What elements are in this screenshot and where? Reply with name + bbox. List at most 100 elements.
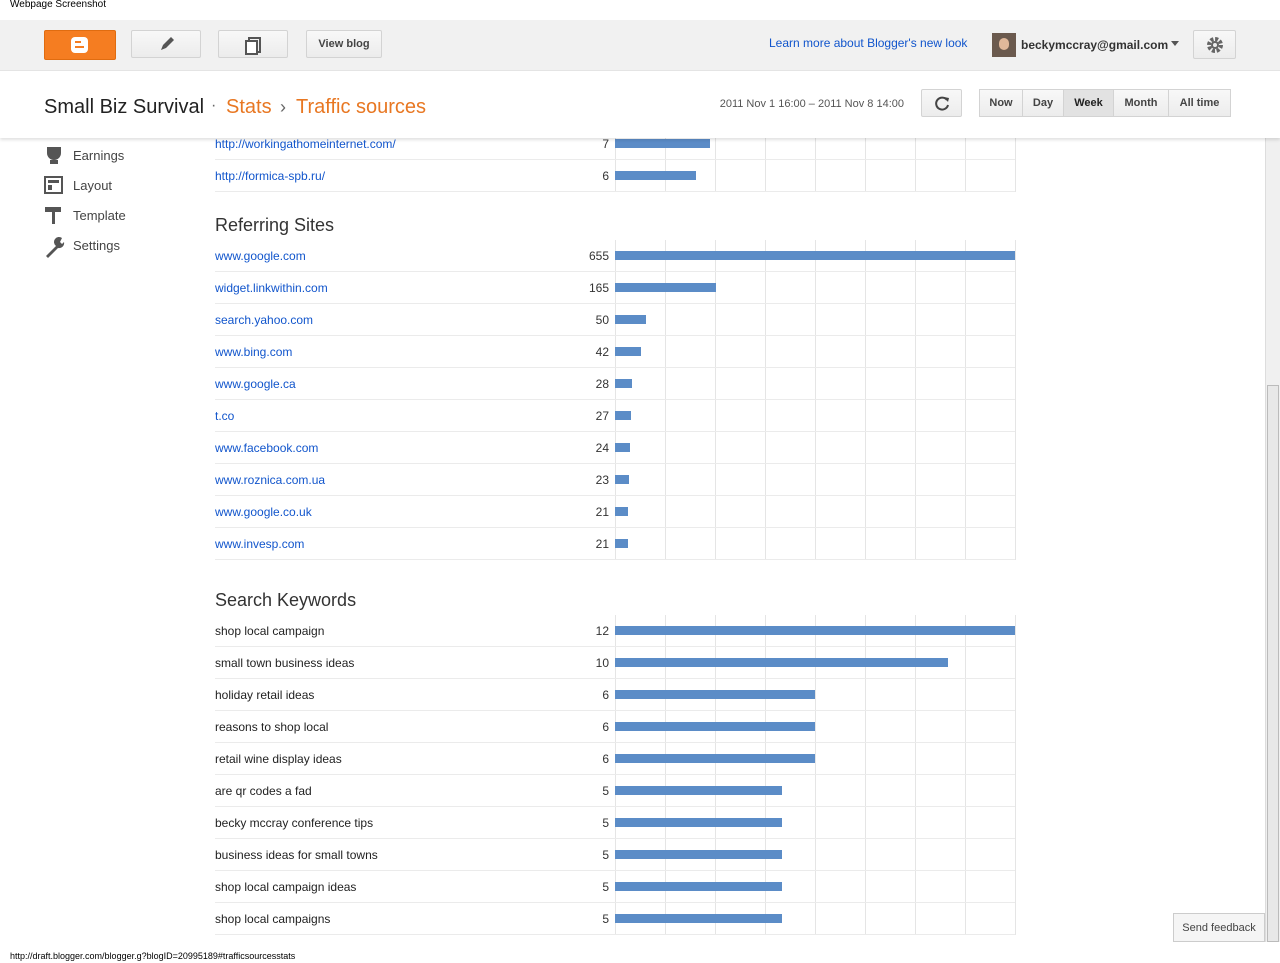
row-label: shop local campaign	[215, 624, 325, 638]
range-button[interactable]: Week	[1063, 89, 1114, 117]
row-value: 655	[588, 249, 609, 263]
blog-title[interactable]: Small Biz Survival	[44, 96, 205, 118]
stats-crumb[interactable]: Stats	[226, 96, 272, 118]
bar	[615, 818, 782, 827]
grid-line	[815, 240, 816, 560]
row-link[interactable]: widget.linkwithin.com	[215, 281, 328, 295]
row-link[interactable]: http://formica-spb.ru/	[215, 169, 326, 183]
sidebar-item[interactable]: Settings	[73, 238, 120, 253]
grid-line	[615, 615, 616, 935]
status-bar: http://draft.blogger.com/blogger.g?blogI…	[0, 949, 1280, 963]
blogger-button[interactable]	[44, 30, 116, 60]
grid-line	[815, 138, 816, 192]
grid-line	[715, 138, 716, 192]
crumb-arrow: ›	[280, 97, 286, 117]
avatar[interactable]	[992, 33, 1016, 57]
sidebar-item[interactable]: Layout	[73, 178, 113, 193]
range-button[interactable]: All time	[1168, 89, 1231, 117]
bar	[615, 507, 628, 516]
account-caret[interactable]	[1171, 41, 1181, 47]
grid-line	[665, 615, 666, 935]
row-link[interactable]: http://workingathomeinternet.com/	[215, 138, 396, 151]
range-button[interactable]: Day	[1022, 89, 1064, 117]
row-label: becky mccray conference tips	[215, 816, 374, 830]
window-title: Webpage Screenshot	[10, 0, 106, 10]
row	[215, 711, 1015, 743]
bar	[615, 539, 628, 548]
row-link[interactable]: www.roznica.com.ua	[215, 473, 326, 487]
row	[215, 400, 1015, 432]
sidebar-item[interactable]: Earnings	[73, 148, 125, 163]
bar	[615, 882, 782, 891]
row	[215, 138, 1015, 160]
row	[215, 336, 1015, 368]
bar	[615, 626, 1015, 635]
bar	[615, 722, 815, 731]
section-crumb: Traffic sources	[296, 96, 427, 118]
bar	[615, 251, 1015, 260]
posts-icon	[245, 37, 261, 55]
view-blog-button[interactable]: View blog	[306, 30, 382, 58]
grid-line	[1015, 240, 1016, 560]
row-link[interactable]: www.invesp.com	[215, 537, 305, 551]
row-link[interactable]: www.facebook.com	[215, 441, 319, 455]
row-link[interactable]: www.google.co.uk	[215, 505, 312, 519]
bar	[615, 379, 633, 388]
grid-line	[915, 615, 916, 935]
row-link[interactable]: search.yahoo.com	[215, 313, 314, 327]
grid-line	[1015, 138, 1016, 192]
bar	[615, 411, 632, 420]
row-value: 24	[595, 441, 609, 455]
settings-button[interactable]	[1193, 30, 1236, 59]
grid-line	[715, 615, 716, 935]
pencil-icon	[161, 37, 174, 50]
grid-line	[915, 138, 916, 192]
feedback-button[interactable]: Send feedback	[1173, 913, 1265, 942]
bar	[615, 283, 716, 292]
sidebar-item[interactable]: Template	[73, 208, 126, 223]
row-link[interactable]: www.google.ca	[215, 377, 296, 391]
gear-icon	[1207, 37, 1223, 53]
account-name[interactable]: beckymccray@gmail.com	[1021, 38, 1169, 52]
bar	[615, 443, 630, 452]
row	[215, 368, 1015, 400]
range-button[interactable]: Now	[979, 89, 1023, 117]
row	[215, 464, 1015, 496]
row-value: 21	[595, 537, 609, 551]
row-link[interactable]: t.co	[215, 409, 235, 423]
bar	[615, 850, 782, 859]
row-value: 165	[588, 281, 609, 295]
grid-line	[765, 240, 766, 560]
row-label: small town business ideas	[215, 656, 355, 670]
bar	[615, 475, 630, 484]
refresh-button[interactable]	[921, 89, 962, 117]
edit-button[interactable]	[131, 30, 201, 58]
learn-more-link[interactable]: Learn more about Blogger's new look	[769, 36, 968, 50]
row	[215, 272, 1015, 304]
row-label: holiday retail ideas	[215, 688, 315, 702]
row-link[interactable]: www.google.com	[215, 249, 306, 263]
row-label: shop local campaigns	[215, 912, 331, 926]
row-value: 5	[602, 912, 609, 926]
row-value: 10	[595, 656, 609, 670]
row-link[interactable]: www.bing.com	[215, 345, 293, 359]
row	[215, 647, 1015, 679]
toolbar	[0, 20, 1280, 71]
section-title: Search Keywords	[215, 590, 357, 610]
scrollbar[interactable]	[1265, 138, 1280, 942]
separator: ·	[211, 97, 217, 114]
row	[215, 903, 1015, 935]
posts-button[interactable]	[218, 30, 288, 58]
bar	[615, 139, 710, 148]
row-label: retail wine display ideas	[215, 752, 342, 766]
bar	[615, 315, 646, 324]
range-button[interactable]: Month	[1113, 89, 1169, 117]
row-value: 12	[595, 624, 609, 638]
row-value: 6	[602, 688, 609, 702]
row-value: 5	[602, 880, 609, 894]
grid-line	[865, 615, 866, 935]
row-value: 21	[595, 505, 609, 519]
row	[215, 528, 1015, 560]
grid-line	[965, 240, 966, 560]
row-value: 23	[595, 473, 609, 487]
